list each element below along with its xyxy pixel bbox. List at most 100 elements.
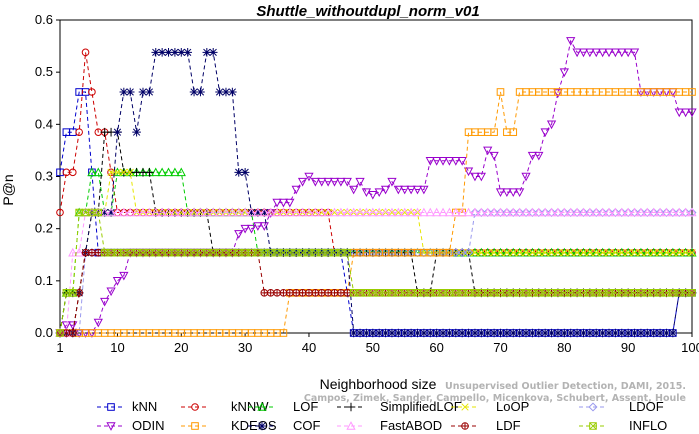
data-point-odin: [349, 185, 359, 195]
data-point-odin: [495, 188, 506, 198]
data-point-cof: [489, 328, 499, 338]
data-point-ldof: [406, 248, 416, 258]
data-point-fastabod: [451, 207, 461, 217]
data-point-fastabod: [323, 207, 333, 217]
data-point-fastabod: [629, 207, 640, 217]
data-point-loop: [662, 249, 671, 257]
data-point-ldf: [279, 289, 288, 297]
legend-label: LoOP: [496, 399, 529, 414]
data-point-inflo: [56, 329, 64, 337]
legend-swatch-marker: [257, 402, 267, 411]
data-point-cof: [553, 328, 563, 338]
data-point-fastabod: [502, 207, 512, 217]
data-point-cof: [668, 328, 678, 338]
legend-swatch-marker: [588, 402, 598, 412]
data-point-odin: [61, 321, 72, 331]
data-point-odin: [246, 224, 257, 234]
data-point-odin: [687, 108, 697, 118]
data-point-ldof: [412, 248, 423, 258]
data-point-fastabod: [189, 207, 199, 217]
data-point-fastabod: [636, 207, 646, 217]
data-point-loop: [611, 249, 620, 257]
data-point-cof: [125, 87, 135, 97]
data-point-cof: [183, 48, 192, 57]
data-point-fastabod: [266, 207, 276, 217]
data-point-ldf: [317, 289, 326, 297]
data-point-fastabod: [259, 207, 269, 217]
data-point-odin: [336, 177, 346, 187]
data-point-cof: [113, 127, 122, 137]
data-point-cof: [477, 328, 486, 338]
y-tick-label: 0.0: [35, 325, 53, 340]
data-point-ldf: [298, 289, 307, 297]
data-point-ldf: [311, 289, 320, 297]
data-point-loop: [190, 208, 198, 217]
data-point-cof: [387, 328, 397, 338]
data-point-fastabod: [125, 207, 135, 217]
data-point-fastabod: [687, 207, 697, 217]
data-point-odin: [272, 198, 282, 208]
data-point-fastabod: [361, 207, 372, 217]
data-point-loop: [113, 168, 122, 176]
data-point-loop: [330, 208, 339, 217]
data-point-odin: [106, 287, 116, 297]
data-point-fastabod: [527, 207, 538, 217]
data-point-inflo: [343, 248, 352, 257]
data-point-odin: [604, 48, 614, 58]
data-point-fastabod: [144, 207, 155, 217]
data-point-loop: [618, 249, 626, 257]
series-inflo: [56, 208, 696, 337]
data-point-ldf: [324, 289, 332, 297]
data-point-cof: [119, 87, 129, 97]
x-tick-label: 80: [557, 340, 571, 355]
data-point-cof: [598, 328, 607, 338]
legend-label: COF: [293, 418, 321, 433]
data-point-odin: [100, 297, 110, 307]
data-point-fastabod: [368, 207, 378, 217]
data-point-odin: [323, 177, 333, 187]
data-point-odin: [342, 177, 352, 187]
data-point-cof: [643, 328, 652, 338]
x-tick-label: 30: [238, 340, 252, 355]
data-point-fastabod: [329, 207, 340, 217]
legend-item-loop: LoOP: [451, 399, 529, 414]
data-point-odin: [329, 177, 340, 187]
data-point-fastabod: [221, 207, 231, 217]
data-point-kdeos: [279, 329, 288, 337]
data-point-loop: [120, 168, 128, 176]
legend-label: INFLO: [629, 418, 667, 433]
data-point-cof: [662, 328, 671, 338]
plot-frame: [59, 19, 693, 334]
data-point-cof: [228, 87, 237, 97]
data-point-cof: [406, 328, 416, 338]
data-point-fastabod: [444, 207, 455, 217]
data-point-cof: [464, 328, 473, 338]
data-point-fastabod: [521, 207, 531, 217]
data-point-simplifiedlof: [145, 168, 154, 177]
data-point-fastabod: [655, 207, 665, 217]
data-point-cof: [560, 328, 569, 338]
data-point-ldf: [62, 329, 71, 337]
x-axis-label: Neighborhood size: [320, 376, 437, 392]
data-point-ldf: [81, 248, 90, 257]
data-point-odin: [400, 185, 410, 195]
legend-item-fastabod: FastABOD: [337, 418, 442, 433]
data-point-fastabod: [534, 207, 544, 217]
data-point-fastabod: [253, 207, 263, 217]
data-point-cof: [528, 328, 537, 338]
data-point-kdeos: [445, 248, 454, 257]
data-point-cof: [502, 328, 512, 338]
data-point-ldf: [292, 289, 301, 297]
data-point-fastabod: [297, 207, 308, 217]
data-point-ldof: [393, 248, 403, 258]
data-point-cof: [381, 328, 390, 338]
data-point-odin: [470, 172, 480, 182]
legend-label: LOF: [293, 399, 318, 414]
data-point-loop: [567, 249, 575, 257]
data-point-knnw: [56, 208, 64, 217]
data-point-odin: [374, 188, 384, 198]
data-point-odin: [566, 37, 576, 46]
data-point-cof: [579, 328, 588, 338]
